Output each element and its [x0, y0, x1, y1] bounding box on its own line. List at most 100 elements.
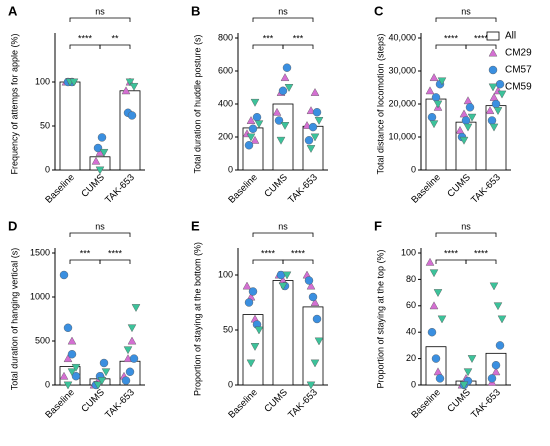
data-point: [427, 112, 437, 122]
y-tick-label: 600: [218, 65, 233, 75]
data-point: [129, 354, 139, 363]
data-point: [246, 359, 256, 368]
y-tick-label: 0: [45, 164, 50, 174]
data-point: [495, 341, 505, 350]
data-point: [310, 298, 320, 306]
data-point: [95, 166, 105, 175]
data-point: [433, 100, 443, 109]
data-point: [493, 107, 503, 116]
x-tick-label: TAK-653: [286, 172, 320, 206]
data-point: [244, 141, 254, 150]
data-point: [97, 377, 107, 386]
data-point: [282, 271, 292, 280]
y-axis-label: Proportion of staying at the top (%): [375, 249, 385, 388]
significance-label: ****: [78, 33, 93, 43]
y-tick-label: 100: [35, 76, 50, 86]
x-tick-label: Baseline: [226, 172, 260, 206]
data-point: [278, 86, 288, 96]
data-point: [489, 92, 499, 101]
x-tick-label: TAK-653: [103, 387, 137, 421]
data-point: [250, 343, 260, 351]
data-point: [459, 109, 469, 118]
data-point: [127, 324, 137, 333]
data-point: [125, 367, 135, 376]
data-point: [97, 133, 107, 142]
y-tick-label: 100: [218, 269, 233, 279]
y-tick-label: 0: [411, 164, 416, 174]
data-point: [485, 106, 495, 114]
data-point: [310, 133, 320, 142]
x-tick-label: TAK-653: [469, 387, 503, 421]
data-point: [310, 88, 320, 96]
data-point: [425, 86, 435, 95]
data-point: [280, 73, 290, 81]
significance-bracket: [282, 44, 314, 49]
data-point: [125, 78, 135, 87]
legend-label: CM59: [505, 82, 532, 93]
data-point: [427, 328, 437, 337]
data-point: [491, 99, 501, 109]
data-point: [491, 367, 501, 376]
data-point: [248, 287, 258, 296]
y-tick-label: 800: [218, 32, 233, 42]
data-point: [127, 111, 137, 120]
x-tick-label: Baseline: [43, 172, 77, 206]
significance-bracket: [465, 44, 497, 49]
x-tick-label: TAK-653: [469, 172, 503, 206]
data-point: [495, 79, 505, 89]
significance-bracket: [435, 232, 497, 237]
y-tick-label: 20,000: [388, 98, 416, 108]
significance-label: ****: [108, 248, 123, 258]
y-tick-label: 80: [406, 274, 416, 284]
data-point: [250, 98, 260, 107]
data-point: [463, 123, 473, 132]
significance-label: ns: [278, 6, 288, 16]
bar: [485, 105, 507, 171]
data-point: [493, 302, 503, 311]
x-tick-label: Baseline: [43, 387, 77, 421]
significance-bracket: [435, 17, 497, 22]
data-point: [491, 361, 501, 370]
data-point: [63, 323, 73, 332]
data-point: [67, 350, 77, 359]
significance-label: ns: [95, 6, 105, 16]
legend-label: All: [505, 31, 516, 42]
significance-label: ns: [278, 221, 288, 231]
data-point: [437, 77, 447, 86]
data-point: [129, 83, 139, 91]
x-tick-label: CUMS: [79, 172, 107, 200]
data-point: [99, 358, 109, 368]
data-point: [312, 108, 322, 117]
data-point: [487, 374, 497, 383]
data-point: [429, 120, 439, 129]
data-point: [246, 133, 256, 142]
panel-label: A: [8, 3, 18, 18]
significance-bracket: [99, 44, 131, 49]
significance-label: ***: [263, 33, 274, 43]
data-point: [93, 143, 103, 153]
data-point: [306, 381, 316, 390]
data-point: [431, 93, 441, 102]
panel-label: E: [191, 218, 200, 233]
significance-bracket: [465, 259, 497, 264]
data-point: [276, 136, 286, 145]
data-point: [429, 269, 439, 278]
x-tick-label: CUMS: [445, 387, 473, 415]
y-tick-label: 200: [218, 131, 233, 141]
data-point: [459, 136, 469, 145]
data-point: [284, 84, 294, 92]
significance-label: ns: [95, 221, 105, 231]
data-point: [435, 374, 445, 383]
significance-bracket: [435, 259, 467, 264]
data-point: [308, 292, 318, 302]
data-point: [101, 368, 111, 377]
data-point: [252, 112, 262, 122]
data-point: [497, 315, 507, 324]
y-tick-label: 0: [228, 164, 233, 174]
data-point: [242, 281, 252, 290]
data-point: [467, 113, 477, 122]
data-point: [487, 116, 497, 125]
panel-label: D: [8, 218, 17, 233]
panel-label: B: [191, 3, 200, 18]
data-point: [127, 336, 137, 345]
